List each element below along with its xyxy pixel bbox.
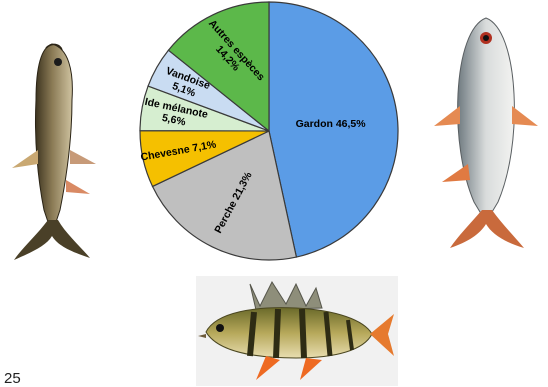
slice-label: Gardon 46,5%: [296, 118, 367, 130]
page-number: 25: [4, 370, 21, 387]
